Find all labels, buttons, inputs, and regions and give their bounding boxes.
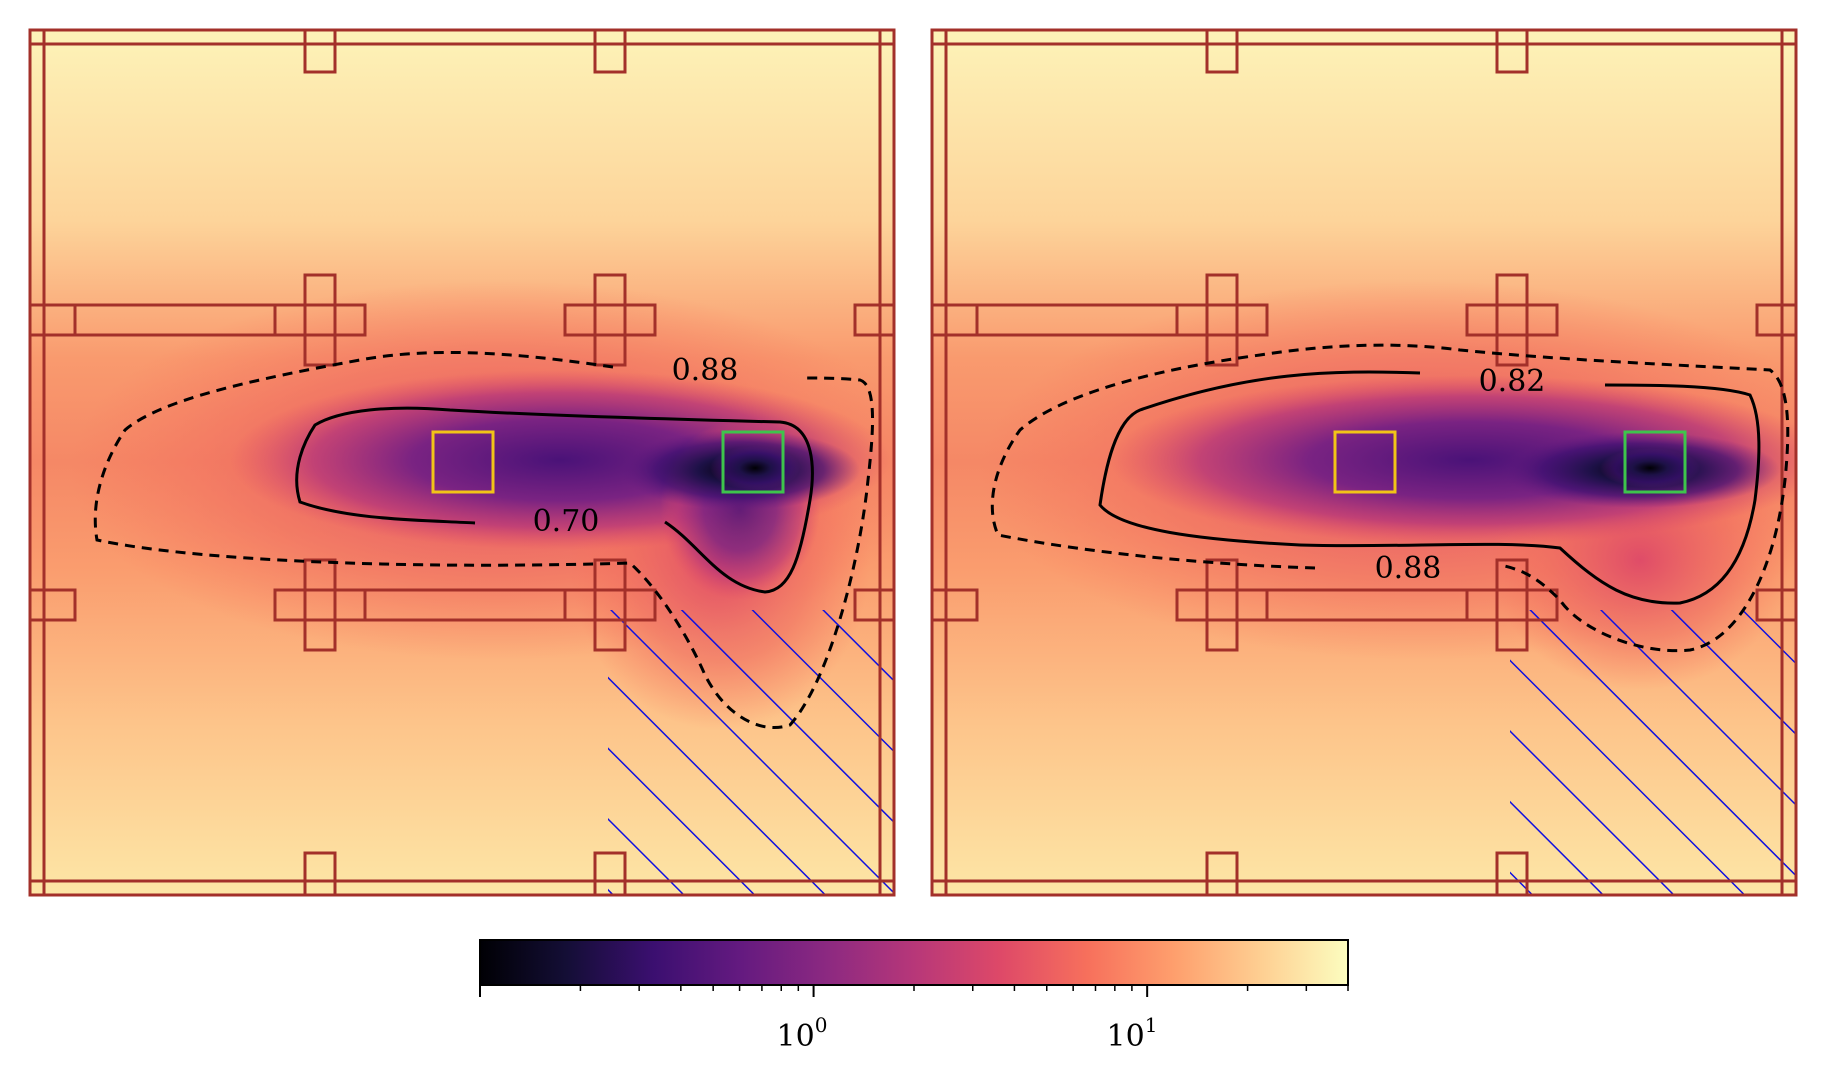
panel-left: 0.70 0.88 xyxy=(28,28,896,897)
contour-dashed-right xyxy=(990,343,1790,653)
contour-solid-left xyxy=(295,406,814,594)
wall-outlines xyxy=(28,28,896,897)
contour-label-dashed-left: 0.88 xyxy=(672,353,739,388)
colorbar-tick-label-1: 100 xyxy=(777,1013,828,1054)
hatched-region xyxy=(1510,610,1796,895)
yellow-box-left xyxy=(431,430,495,494)
yellow-box-right xyxy=(1333,430,1397,494)
green-box-right xyxy=(1623,430,1687,494)
colorbar-gradient xyxy=(479,939,1349,986)
colorbar-ticks xyxy=(479,985,1349,997)
colorbar: 100 101 xyxy=(479,939,1349,1054)
field-hotspot-center xyxy=(710,446,800,490)
colorbar-tick-label-10: 101 xyxy=(1107,1013,1158,1054)
contour-label-solid-right: 0.82 xyxy=(1479,364,1546,399)
contour-label-solid-left: 0.70 xyxy=(533,504,600,539)
panel-right: 0.82 0.88 xyxy=(930,28,1798,897)
contour-label-dashed-right: 0.88 xyxy=(1375,551,1442,586)
wall-outlines xyxy=(930,28,1798,897)
hatched-region xyxy=(608,610,894,895)
contour-dashed-left xyxy=(93,350,874,730)
green-box-left xyxy=(721,430,785,494)
contour-solid-right xyxy=(1098,370,1761,605)
